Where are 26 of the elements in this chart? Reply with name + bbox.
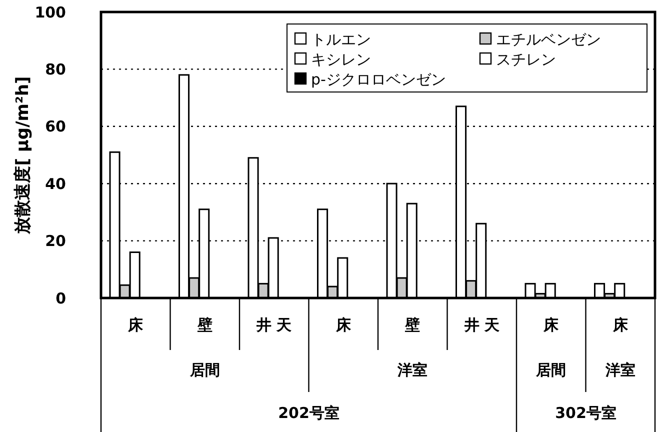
legend-label: p-ジクロロベンゼン — [311, 70, 446, 88]
y-tick-label: 20 — [45, 232, 66, 250]
y-tick-label: 80 — [45, 60, 66, 78]
y-tick-label: 0 — [56, 289, 66, 308]
y-tick-label: 100 — [34, 3, 66, 22]
x-tick-label: 壁 — [196, 316, 212, 334]
x-tick-label: 井 天 — [463, 316, 500, 334]
x-tick-label: 床 — [127, 316, 144, 334]
legend-label: スチレン — [496, 50, 556, 68]
text: 302号室 — [555, 404, 616, 422]
text: 洋室 — [396, 361, 428, 379]
text: 居間 — [188, 361, 220, 379]
x-tick-label: 床 — [542, 316, 560, 334]
legend-label: キシレン — [311, 50, 371, 68]
x-tick-label: 井 天 — [256, 316, 293, 334]
text: 202号室 — [278, 404, 340, 422]
y-tick-label: 60 — [45, 118, 66, 136]
legend-label: エチルベンゼン — [496, 30, 601, 48]
y-axis-title: 放散速度[ μg/m²h] — [13, 76, 33, 235]
x-tick-label: 床 — [334, 316, 352, 334]
legend-label: トルエン — [311, 30, 371, 48]
x-tick-label: 床 — [612, 316, 629, 334]
text: 洋室 — [604, 361, 636, 379]
text: 居間 — [535, 361, 566, 379]
x-tick-label: 壁 — [404, 316, 420, 334]
y-tick-label: 40 — [45, 174, 66, 193]
